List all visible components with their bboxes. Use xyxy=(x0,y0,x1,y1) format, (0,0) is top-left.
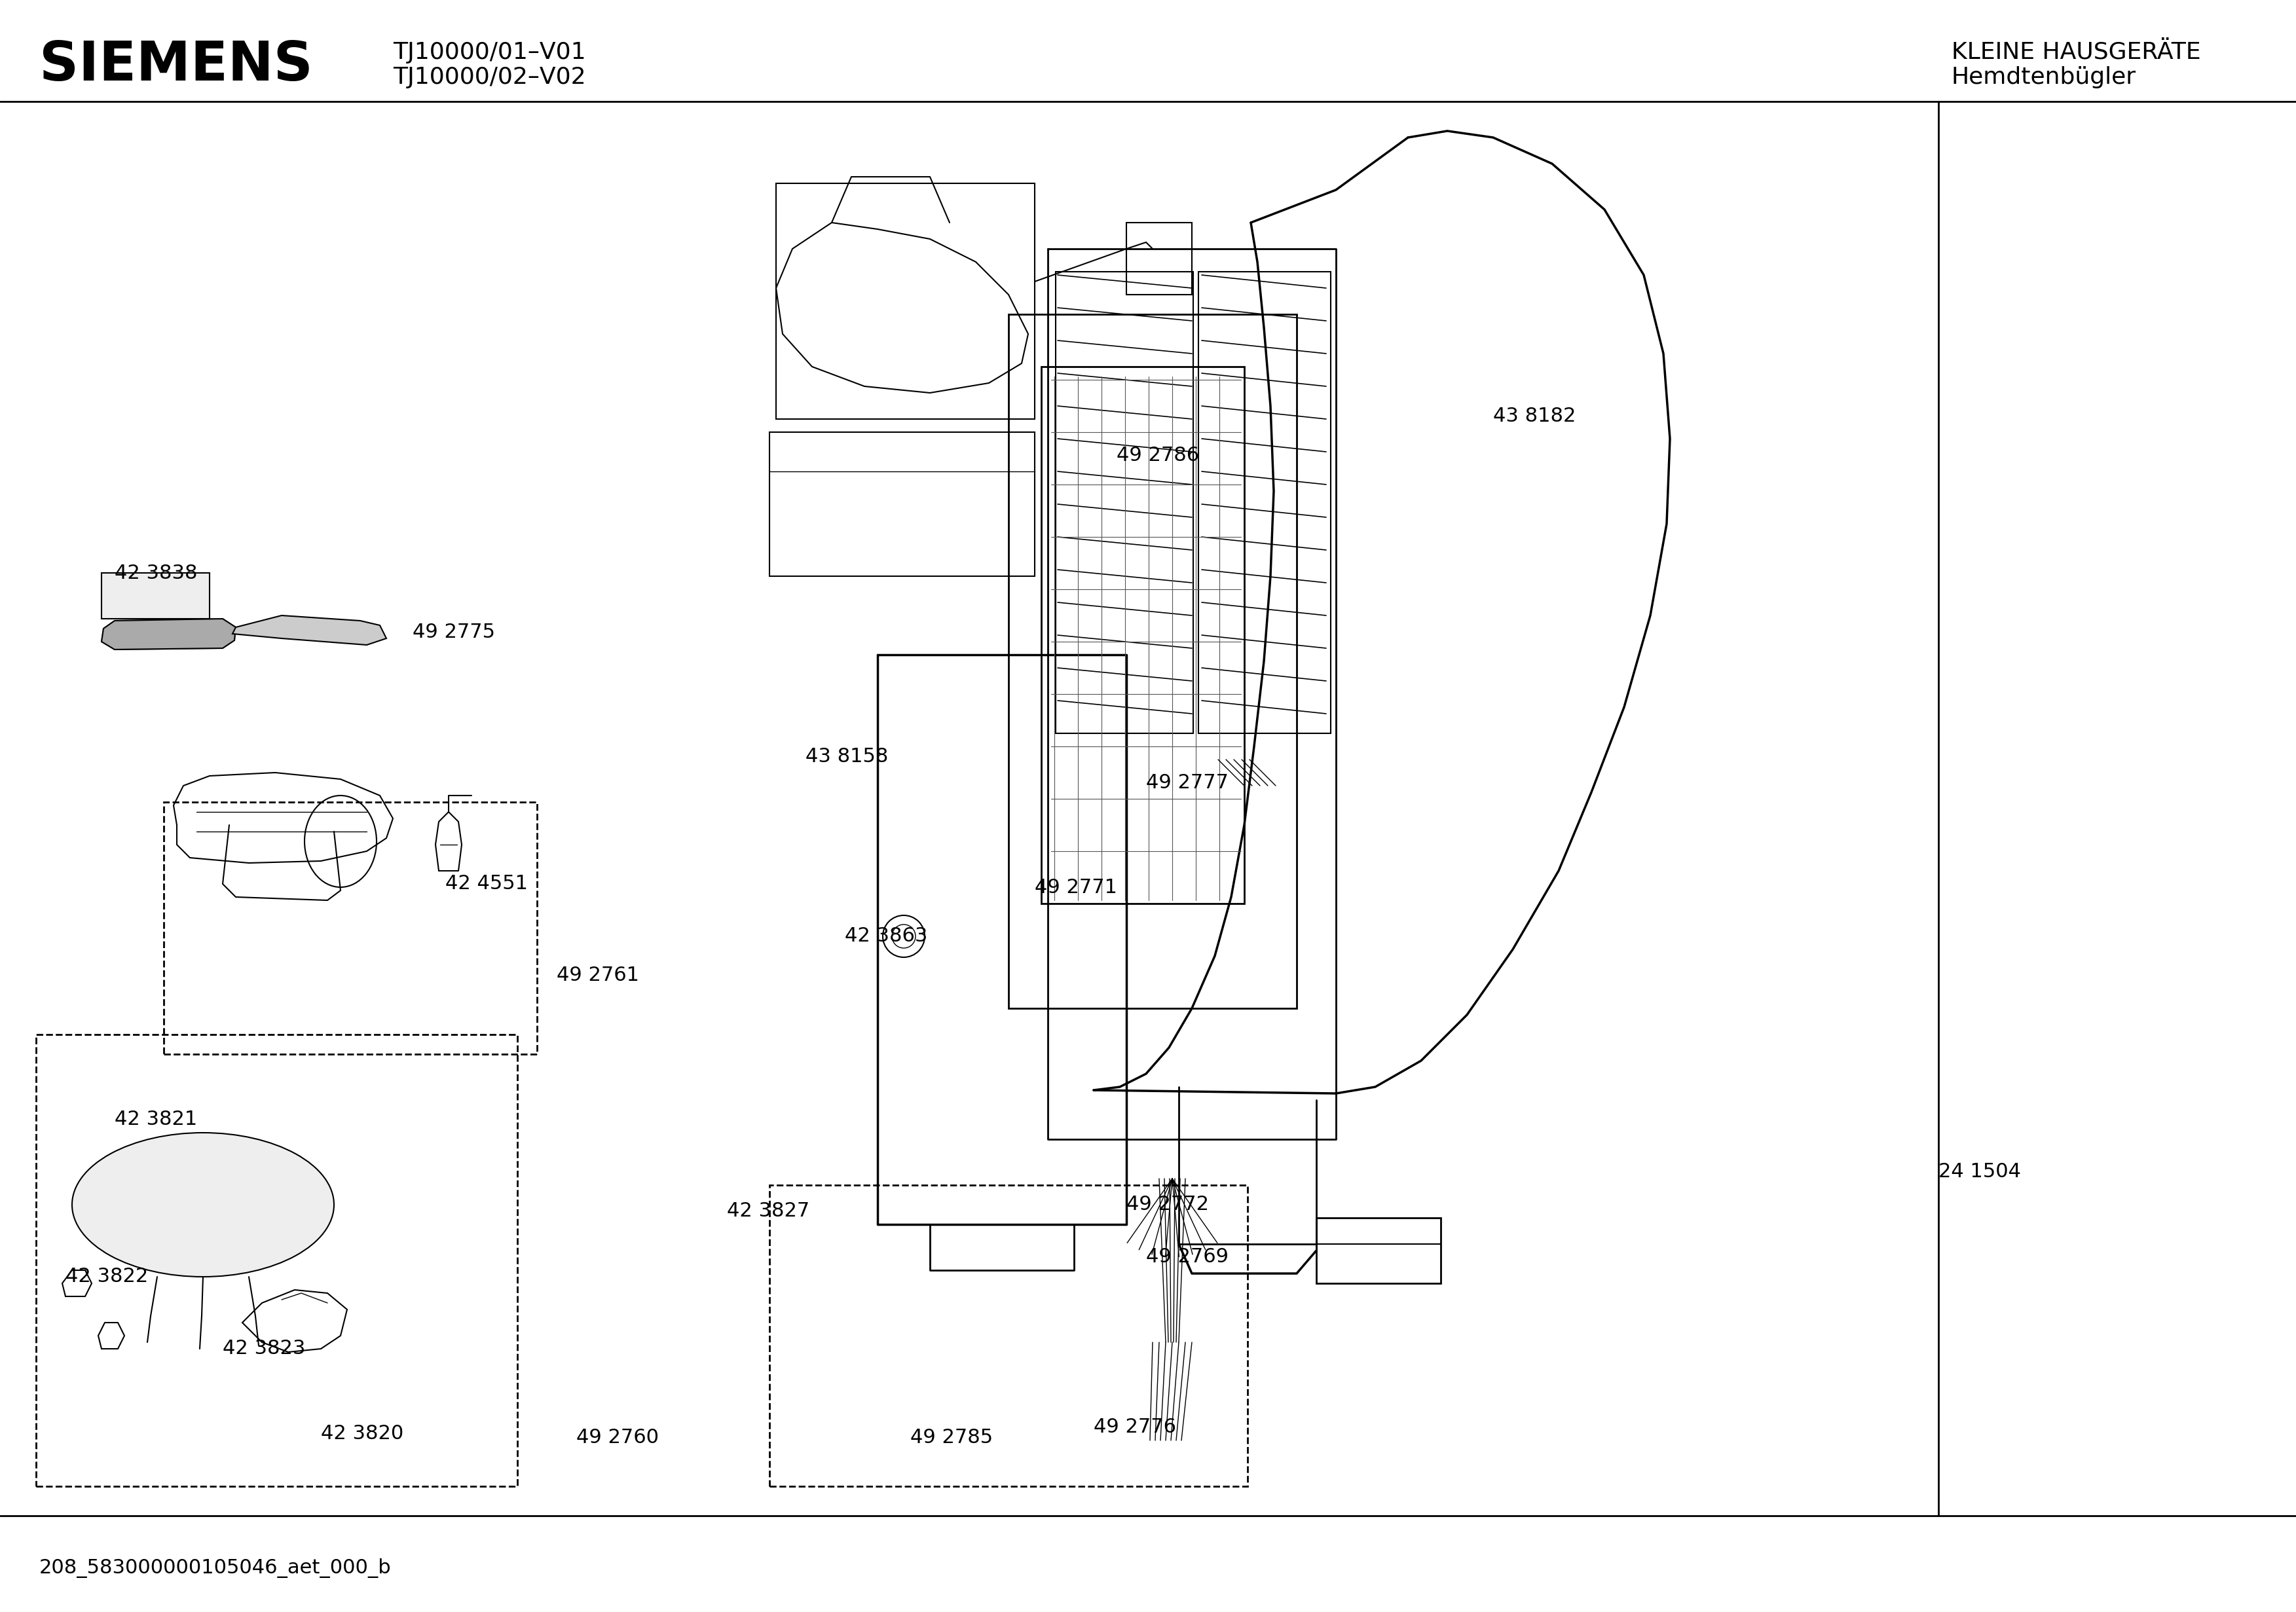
Bar xyxy=(1127,222,1192,295)
Bar xyxy=(163,803,537,1054)
Text: 49 2775: 49 2775 xyxy=(413,622,496,642)
Polygon shape xyxy=(101,619,236,650)
Text: 43 8182: 43 8182 xyxy=(1492,406,1575,426)
Bar xyxy=(1042,366,1244,904)
Text: SIEMENS: SIEMENS xyxy=(39,39,312,92)
Text: 42 3863: 42 3863 xyxy=(845,927,928,946)
Text: 49 2771: 49 2771 xyxy=(1035,877,1118,896)
Bar xyxy=(1316,1217,1440,1283)
Text: 49 2760: 49 2760 xyxy=(576,1428,659,1446)
Text: 43 8158: 43 8158 xyxy=(806,746,889,766)
Bar xyxy=(37,1035,517,1486)
Text: 42 4551: 42 4551 xyxy=(445,874,528,893)
Text: TJ10000/01–V01: TJ10000/01–V01 xyxy=(393,42,585,63)
Text: 42 3823: 42 3823 xyxy=(223,1340,305,1359)
Text: 42 3821: 42 3821 xyxy=(115,1111,197,1128)
Text: 49 2769: 49 2769 xyxy=(1146,1248,1228,1267)
Text: 49 2776: 49 2776 xyxy=(1093,1419,1176,1436)
Text: 42 3820: 42 3820 xyxy=(321,1425,404,1443)
Text: 42 3838: 42 3838 xyxy=(115,564,197,582)
Text: 24 1504: 24 1504 xyxy=(1938,1162,2020,1182)
Text: 208_583000000105046_aet_000_b: 208_583000000105046_aet_000_b xyxy=(39,1559,390,1578)
Text: KLEINE HAUSGERÄTE: KLEINE HAUSGERÄTE xyxy=(1952,42,2202,63)
Text: 42 3822: 42 3822 xyxy=(67,1267,149,1286)
Ellipse shape xyxy=(71,1133,333,1277)
Text: 49 2761: 49 2761 xyxy=(556,966,638,985)
Text: 42 3827: 42 3827 xyxy=(728,1203,810,1220)
Text: Hemdtenbügler: Hemdtenbügler xyxy=(1952,66,2135,89)
Bar xyxy=(1056,272,1194,733)
Text: 49 2786: 49 2786 xyxy=(1116,445,1199,464)
Bar xyxy=(1008,314,1297,1009)
Polygon shape xyxy=(232,616,386,645)
Bar xyxy=(769,432,1035,575)
Text: 49 2777: 49 2777 xyxy=(1146,772,1228,791)
Bar xyxy=(101,572,209,619)
Bar xyxy=(776,184,1035,419)
Text: 49 2785: 49 2785 xyxy=(909,1428,992,1446)
Bar xyxy=(1199,272,1332,733)
Text: 49 2772: 49 2772 xyxy=(1127,1194,1210,1214)
Text: TJ10000/02–V02: TJ10000/02–V02 xyxy=(393,66,585,89)
Bar xyxy=(769,1185,1247,1486)
